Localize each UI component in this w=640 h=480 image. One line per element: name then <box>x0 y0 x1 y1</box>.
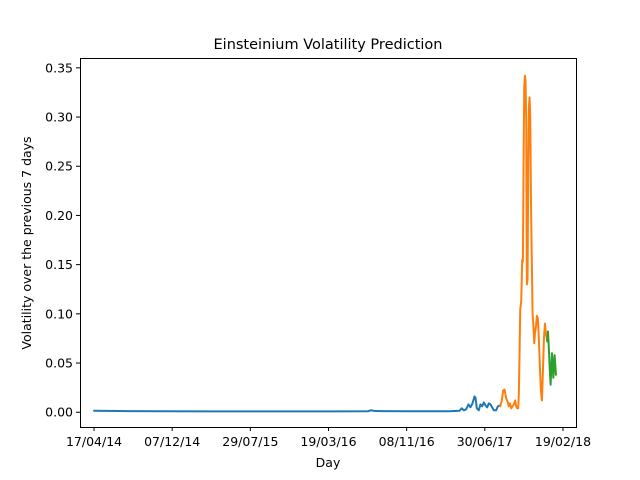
y-tick-label: 0.20 <box>45 208 73 223</box>
x-tick-label: 29/07/15 <box>222 434 278 449</box>
y-tick-label: 0.15 <box>45 257 73 272</box>
y-axis: 0.00 0.05 0.10 0.15 0.20 0.25 0.30 0.35 <box>45 60 80 420</box>
plot-area <box>93 74 557 413</box>
series-line-2 <box>499 74 549 410</box>
x-tick-label: 19/02/18 <box>535 434 591 449</box>
y-tick-label: 0.00 <box>45 405 73 420</box>
y-tick-label: 0.30 <box>45 110 73 125</box>
y-tick-label: 0.25 <box>45 159 73 174</box>
x-tick-label: 07/12/14 <box>144 434 200 449</box>
y-tick-label: 0.05 <box>45 356 73 371</box>
y-tick-label: 0.10 <box>45 306 73 321</box>
series-line-1 <box>93 395 501 413</box>
series-line-3 <box>546 330 557 386</box>
x-tick-label: 08/11/16 <box>379 434 435 449</box>
x-axis: 17/04/14 07/12/14 29/07/15 19/03/16 08/11/16… <box>66 427 591 449</box>
y-axis-label: Volatility over the previous 7 days <box>19 136 34 349</box>
x-tick-label: 17/04/14 <box>66 434 122 449</box>
y-tick-label: 0.35 <box>45 60 73 75</box>
chart-title: Einsteinium Volatility Prediction <box>214 37 443 53</box>
x-tick-label: 30/06/17 <box>457 434 513 449</box>
axes-frame <box>80 58 577 428</box>
x-tick-label: 19/03/16 <box>300 434 356 449</box>
x-axis-label: Day <box>316 455 341 470</box>
